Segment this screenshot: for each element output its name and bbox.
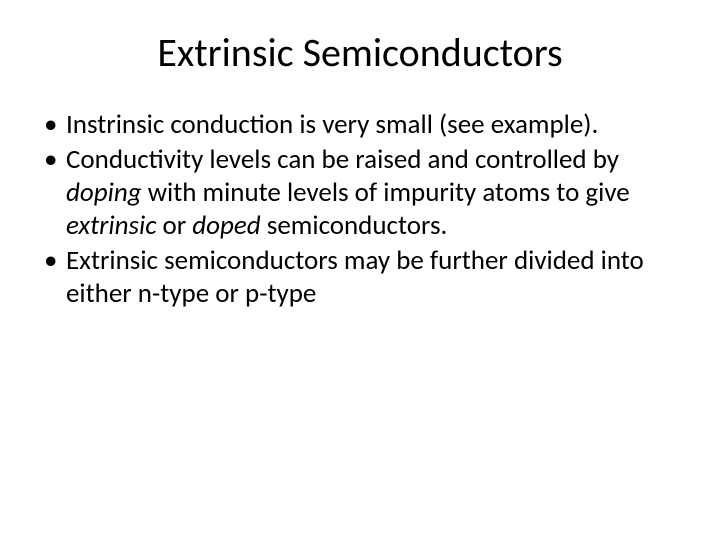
text-segment: with minute levels of impurity atoms to … — [142, 176, 630, 209]
text-segment: semiconductors. — [261, 209, 448, 242]
text-segment: Instrinsic conduction is very small (see… — [66, 108, 598, 141]
slide-title: Extrinsic Semiconductors — [40, 28, 680, 77]
list-item: Instrinsic conduction is very small (see… — [40, 109, 680, 142]
text-segment: Conductivity levels can be raised and co… — [66, 143, 619, 176]
text-segment: Extrinsic semiconductors may be further … — [66, 244, 644, 310]
text-segment: extrinsic — [66, 209, 156, 242]
list-item: Extrinsic semiconductors may be further … — [40, 245, 680, 311]
text-segment: doping — [66, 176, 142, 209]
list-item: Conductivity levels can be raised and co… — [40, 144, 680, 243]
bullet-list: Instrinsic conduction is very small (see… — [40, 109, 680, 311]
text-segment: doped — [192, 209, 260, 242]
slide: Extrinsic Semiconductors Instrinsic cond… — [0, 0, 720, 540]
text-segment: or — [156, 209, 192, 242]
